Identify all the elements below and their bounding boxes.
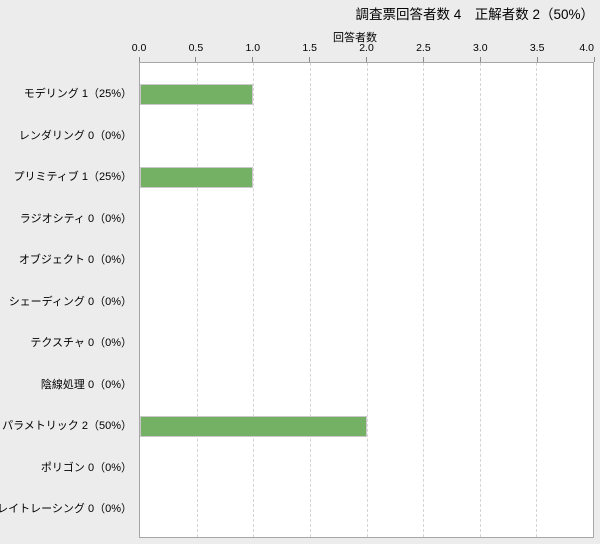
gridline-2.0 (366, 63, 368, 537)
gridline-1.5 (309, 63, 311, 537)
x-tick-mark-3.5 (536, 57, 538, 62)
category-label-レンダリング: レンダリング 0（0%） (18, 129, 132, 142)
gridline-3.0 (479, 63, 481, 537)
x-tick-label-4.0: 4.0 (579, 42, 594, 54)
category-label-パラメトリック: パラメトリック 2（50%） (2, 420, 132, 432)
y-axis-category-labels: モデリング 1（25%） レンダリング 0（0%） プリミティブ 1（25%） ラジオ… (0, 62, 132, 538)
x-tick-label-2.0: 2.0 (359, 42, 374, 54)
category-label-シェーディング: シェーディング 0（0%） (8, 295, 132, 308)
bar-プリミティブ (140, 166, 254, 188)
x-tick-mark-4.0 (593, 57, 595, 62)
x-tick-mark-2.0 (366, 57, 367, 62)
x-axis-tick-marks (138, 57, 595, 62)
x-tick-label-0.0: 0.0 (131, 42, 147, 54)
x-tick-mark-1.5 (309, 57, 311, 62)
chart-title: 調査票回答者数 4 正解者数 2（50%） (355, 7, 594, 22)
bar-モデリング (140, 83, 254, 105)
x-tick-label-2.5: 2.5 (416, 42, 431, 54)
bar-パラメトリック (140, 415, 367, 437)
x-tick-mark-3.0 (479, 57, 481, 62)
category-label-プリミティブ: プリミティブ 1（25%） (13, 171, 132, 183)
category-label-レイトレーシング: レイトレーシング 0（0%） (0, 503, 132, 515)
gridline-0.5 (196, 63, 198, 537)
category-label-モデリング: モデリング 1（25%） (23, 88, 132, 100)
x-tick-label-0.5: 0.5 (188, 42, 204, 54)
category-label-ポリゴン: ポリゴン 0（0%） (40, 461, 132, 474)
x-tick-label-1.5: 1.5 (302, 42, 317, 54)
category-label-テクスチャ: テクスチャ 0（0%） (30, 337, 132, 349)
x-tick-label-3.5: 3.5 (529, 42, 545, 54)
plot-area (139, 62, 594, 538)
x-tick-label-1.0: 1.0 (245, 42, 261, 54)
category-label-オブジェクト: オブジェクト 0（0%） (18, 254, 132, 266)
category-label-陰線処理: 陰線処理 0（0%） (40, 378, 132, 391)
gridline-1.0 (253, 63, 255, 537)
x-tick-mark-0.0 (138, 57, 140, 62)
gridline-3.5 (536, 63, 538, 537)
category-label-ラジオシティ: ラジオシティ 0（0%） (19, 212, 132, 225)
x-tick-label-3.0: 3.0 (472, 42, 488, 54)
x-axis-title: 回答者数 (333, 32, 377, 44)
x-tick-mark-2.5 (422, 57, 424, 62)
x-axis-tick-labels: 0.0 0.5 1.0 1.5 2.0 2.5 3.0 3.5 4.0 (132, 42, 594, 55)
x-tick-mark-1.0 (252, 57, 254, 62)
gridline-2.5 (423, 63, 425, 537)
x-tick-mark-0.5 (195, 57, 197, 62)
